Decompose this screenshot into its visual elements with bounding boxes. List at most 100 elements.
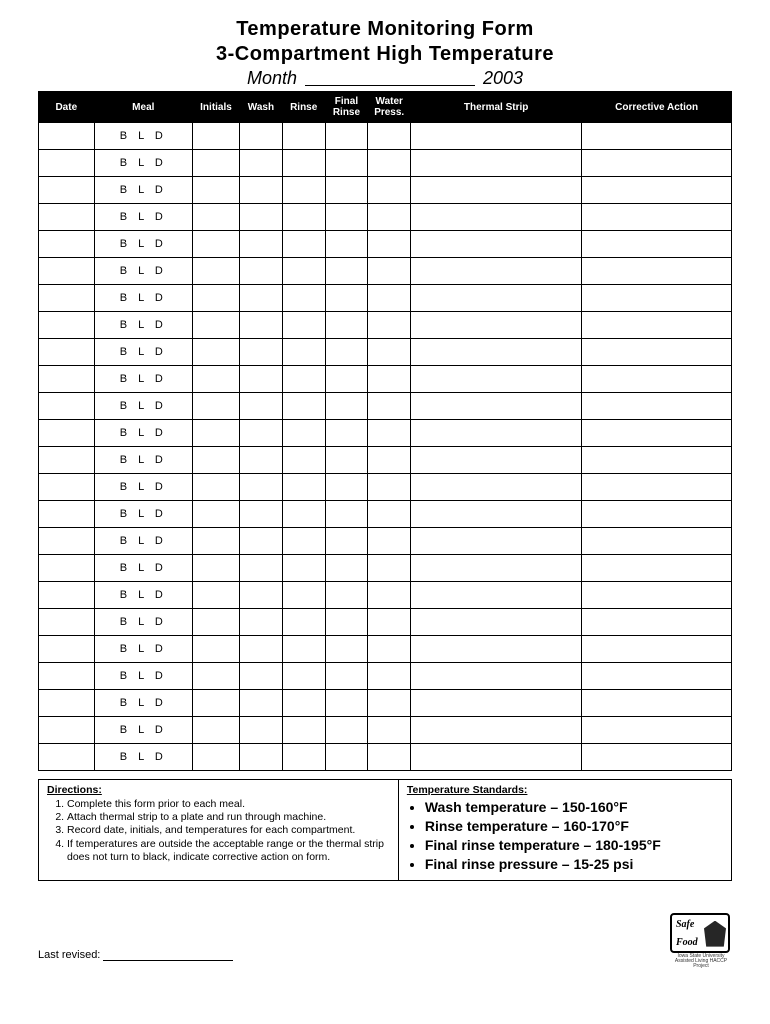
table-cell[interactable] (282, 717, 325, 744)
table-cell[interactable] (240, 285, 283, 312)
table-cell[interactable] (192, 609, 239, 636)
table-cell[interactable]: B L D (94, 339, 192, 366)
table-cell[interactable] (282, 528, 325, 555)
table-cell[interactable] (39, 366, 95, 393)
table-cell[interactable] (39, 204, 95, 231)
table-cell[interactable] (325, 663, 368, 690)
table-cell[interactable] (325, 609, 368, 636)
table-cell[interactable] (282, 312, 325, 339)
table-cell[interactable] (325, 285, 368, 312)
table-cell[interactable] (582, 312, 732, 339)
table-cell[interactable] (39, 582, 95, 609)
table-cell[interactable] (411, 339, 582, 366)
table-cell[interactable] (582, 501, 732, 528)
table-cell[interactable] (325, 150, 368, 177)
table-cell[interactable]: B L D (94, 609, 192, 636)
table-cell[interactable] (240, 339, 283, 366)
table-cell[interactable] (240, 204, 283, 231)
table-cell[interactable] (39, 312, 95, 339)
table-cell[interactable]: B L D (94, 717, 192, 744)
table-cell[interactable] (282, 123, 325, 150)
table-cell[interactable] (39, 447, 95, 474)
table-cell[interactable] (411, 123, 582, 150)
table-cell[interactable] (192, 744, 239, 771)
table-cell[interactable]: B L D (94, 744, 192, 771)
table-cell[interactable] (368, 501, 411, 528)
table-cell[interactable] (282, 501, 325, 528)
table-cell[interactable] (282, 258, 325, 285)
table-cell[interactable] (282, 609, 325, 636)
table-cell[interactable] (282, 582, 325, 609)
table-cell[interactable] (282, 744, 325, 771)
table-cell[interactable] (411, 744, 582, 771)
table-cell[interactable] (411, 204, 582, 231)
table-cell[interactable] (325, 501, 368, 528)
table-cell[interactable] (39, 231, 95, 258)
table-cell[interactable] (39, 339, 95, 366)
table-cell[interactable] (192, 474, 239, 501)
table-cell[interactable] (582, 177, 732, 204)
table-cell[interactable] (368, 204, 411, 231)
table-cell[interactable] (240, 474, 283, 501)
table-cell[interactable] (39, 420, 95, 447)
table-cell[interactable] (240, 582, 283, 609)
table-cell[interactable] (411, 636, 582, 663)
table-cell[interactable] (411, 420, 582, 447)
table-cell[interactable] (282, 636, 325, 663)
table-cell[interactable] (39, 663, 95, 690)
table-cell[interactable] (368, 258, 411, 285)
table-cell[interactable]: B L D (94, 555, 192, 582)
table-cell[interactable] (192, 555, 239, 582)
table-cell[interactable] (240, 312, 283, 339)
table-cell[interactable]: B L D (94, 690, 192, 717)
table-cell[interactable] (240, 663, 283, 690)
table-cell[interactable] (192, 366, 239, 393)
table-cell[interactable] (368, 393, 411, 420)
table-cell[interactable] (368, 447, 411, 474)
table-cell[interactable] (192, 663, 239, 690)
last-revised-blank[interactable] (103, 951, 233, 961)
table-cell[interactable] (240, 393, 283, 420)
table-cell[interactable] (282, 663, 325, 690)
table-cell[interactable] (582, 339, 732, 366)
table-cell[interactable] (192, 204, 239, 231)
table-cell[interactable] (411, 312, 582, 339)
table-cell[interactable]: B L D (94, 528, 192, 555)
table-cell[interactable] (368, 339, 411, 366)
table-cell[interactable] (240, 231, 283, 258)
table-cell[interactable] (325, 258, 368, 285)
table-cell[interactable] (282, 150, 325, 177)
table-cell[interactable] (240, 447, 283, 474)
table-cell[interactable]: B L D (94, 582, 192, 609)
table-cell[interactable] (411, 717, 582, 744)
table-cell[interactable]: B L D (94, 123, 192, 150)
table-cell[interactable]: B L D (94, 312, 192, 339)
table-cell[interactable] (39, 717, 95, 744)
table-cell[interactable] (192, 420, 239, 447)
table-cell[interactable] (368, 231, 411, 258)
table-cell[interactable]: B L D (94, 204, 192, 231)
table-cell[interactable] (368, 582, 411, 609)
table-cell[interactable] (282, 555, 325, 582)
table-cell[interactable] (582, 555, 732, 582)
table-cell[interactable] (411, 447, 582, 474)
table-cell[interactable] (282, 231, 325, 258)
table-cell[interactable] (240, 528, 283, 555)
table-cell[interactable] (39, 474, 95, 501)
table-cell[interactable]: B L D (94, 258, 192, 285)
table-cell[interactable] (192, 582, 239, 609)
table-cell[interactable] (282, 393, 325, 420)
table-cell[interactable] (282, 690, 325, 717)
table-cell[interactable] (411, 150, 582, 177)
table-cell[interactable] (368, 690, 411, 717)
table-cell[interactable] (282, 285, 325, 312)
table-cell[interactable] (582, 150, 732, 177)
table-cell[interactable] (240, 177, 283, 204)
table-cell[interactable] (240, 123, 283, 150)
table-cell[interactable] (325, 312, 368, 339)
table-cell[interactable] (582, 663, 732, 690)
table-cell[interactable] (240, 636, 283, 663)
table-cell[interactable] (39, 501, 95, 528)
table-cell[interactable] (368, 312, 411, 339)
table-cell[interactable] (582, 258, 732, 285)
